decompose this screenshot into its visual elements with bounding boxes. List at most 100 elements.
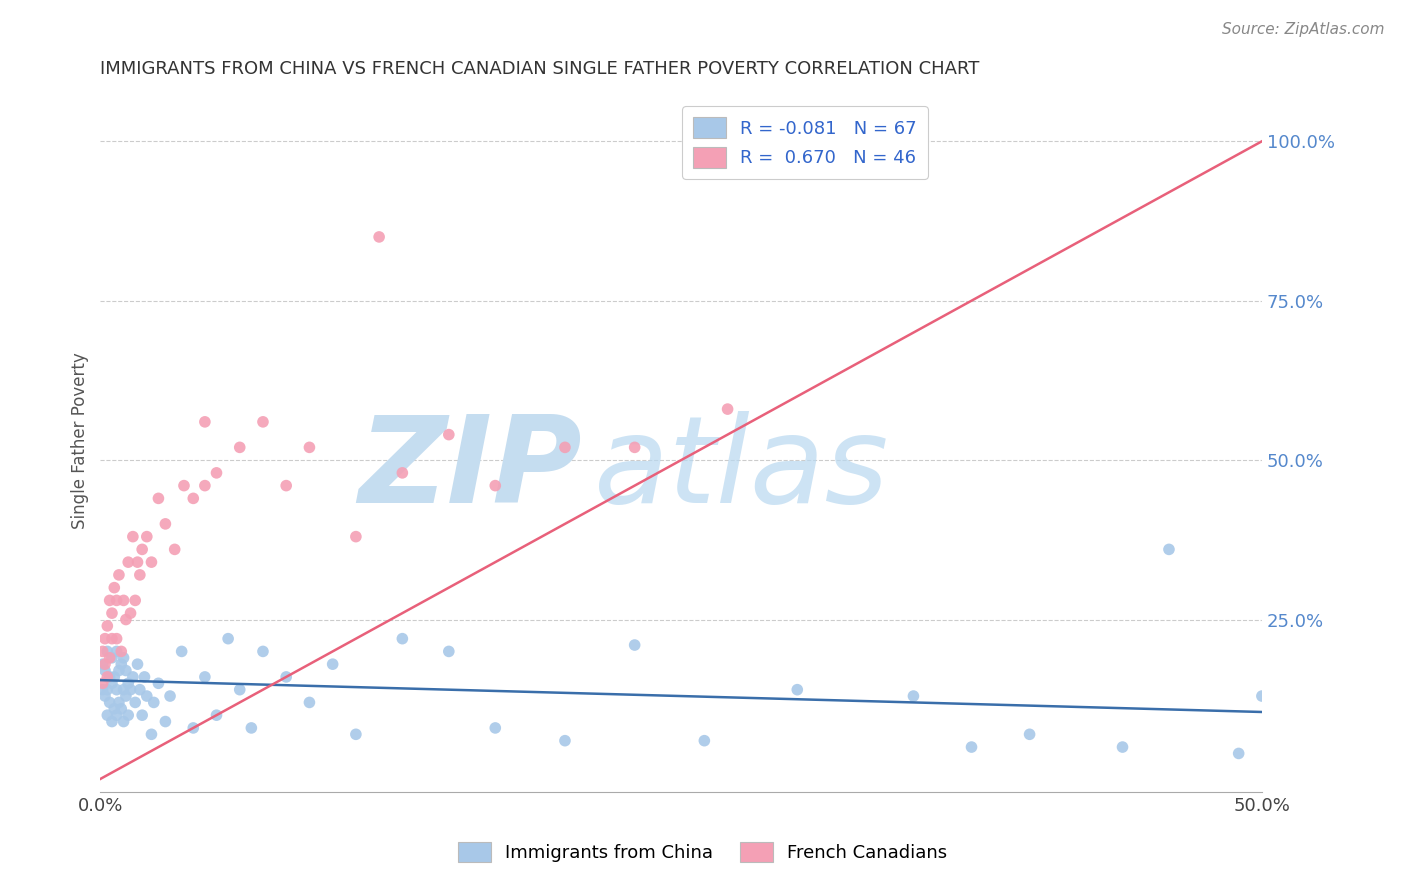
Point — [135, 689, 157, 703]
Point — [252, 644, 274, 658]
Point — [128, 682, 150, 697]
Point — [205, 708, 228, 723]
Point — [103, 702, 125, 716]
Point — [229, 441, 252, 455]
Point — [96, 708, 118, 723]
Point — [141, 727, 163, 741]
Point — [120, 682, 142, 697]
Point — [437, 427, 460, 442]
Point — [194, 415, 217, 429]
Point — [127, 555, 149, 569]
Point — [91, 644, 114, 658]
Point — [159, 689, 181, 703]
Point — [194, 670, 217, 684]
Point — [96, 619, 118, 633]
Point — [276, 478, 298, 492]
Point — [101, 650, 124, 665]
Point — [368, 230, 391, 244]
Point — [148, 676, 170, 690]
Point — [94, 632, 117, 646]
Text: Source: ZipAtlas.com: Source: ZipAtlas.com — [1222, 22, 1385, 37]
Point — [170, 644, 193, 658]
Point — [276, 670, 298, 684]
Point — [181, 721, 204, 735]
Point — [623, 638, 645, 652]
Point — [437, 644, 460, 658]
Point — [103, 670, 125, 684]
Point — [127, 657, 149, 672]
Point — [103, 581, 125, 595]
Point — [554, 441, 576, 455]
Point — [91, 657, 114, 672]
Text: ZIP: ZIP — [359, 410, 582, 527]
Point — [484, 478, 506, 492]
Point — [484, 721, 506, 735]
Point — [94, 664, 117, 678]
Point — [108, 695, 131, 709]
Point — [391, 466, 413, 480]
Point — [110, 657, 132, 672]
Point — [181, 491, 204, 506]
Point — [108, 664, 131, 678]
Point — [94, 689, 117, 703]
Point — [94, 657, 117, 672]
Point — [1227, 747, 1250, 761]
Point — [205, 466, 228, 480]
Point — [117, 676, 139, 690]
Point — [141, 555, 163, 569]
Point — [115, 689, 138, 703]
Point — [173, 478, 195, 492]
Point — [148, 491, 170, 506]
Point — [101, 714, 124, 729]
Point — [101, 606, 124, 620]
Legend: Immigrants from China, French Canadians: Immigrants from China, French Canadians — [451, 834, 955, 870]
Point — [716, 402, 738, 417]
Point — [91, 676, 114, 690]
Point — [110, 702, 132, 716]
Point — [110, 644, 132, 658]
Point — [112, 714, 135, 729]
Point — [98, 650, 121, 665]
Point — [298, 695, 321, 709]
Point — [98, 593, 121, 607]
Point — [786, 682, 808, 697]
Point — [322, 657, 344, 672]
Point — [344, 530, 367, 544]
Point — [112, 593, 135, 607]
Point — [623, 441, 645, 455]
Point — [1251, 689, 1274, 703]
Point — [91, 682, 114, 697]
Point — [1111, 740, 1133, 755]
Point — [115, 664, 138, 678]
Point — [117, 708, 139, 723]
Point — [298, 441, 321, 455]
Point — [105, 632, 128, 646]
Point — [98, 670, 121, 684]
Point — [391, 632, 413, 646]
Point — [112, 650, 135, 665]
Point — [1157, 542, 1180, 557]
Text: atlas: atlas — [593, 410, 890, 527]
Point — [128, 567, 150, 582]
Point — [554, 733, 576, 747]
Point — [98, 695, 121, 709]
Point — [131, 708, 153, 723]
Point — [960, 740, 983, 755]
Point — [693, 733, 716, 747]
Point — [117, 555, 139, 569]
Point — [122, 530, 145, 544]
Point — [903, 689, 925, 703]
Point — [105, 644, 128, 658]
Point — [155, 516, 177, 531]
Point — [163, 542, 186, 557]
Point — [124, 695, 146, 709]
Point — [1018, 727, 1040, 741]
Point — [240, 721, 263, 735]
Point — [155, 714, 177, 729]
Point — [105, 593, 128, 607]
Y-axis label: Single Father Poverty: Single Father Poverty — [72, 352, 89, 529]
Point — [135, 530, 157, 544]
Text: IMMIGRANTS FROM CHINA VS FRENCH CANADIAN SINGLE FATHER POVERTY CORRELATION CHART: IMMIGRANTS FROM CHINA VS FRENCH CANADIAN… — [100, 60, 980, 78]
Point — [217, 632, 239, 646]
Point — [96, 644, 118, 658]
